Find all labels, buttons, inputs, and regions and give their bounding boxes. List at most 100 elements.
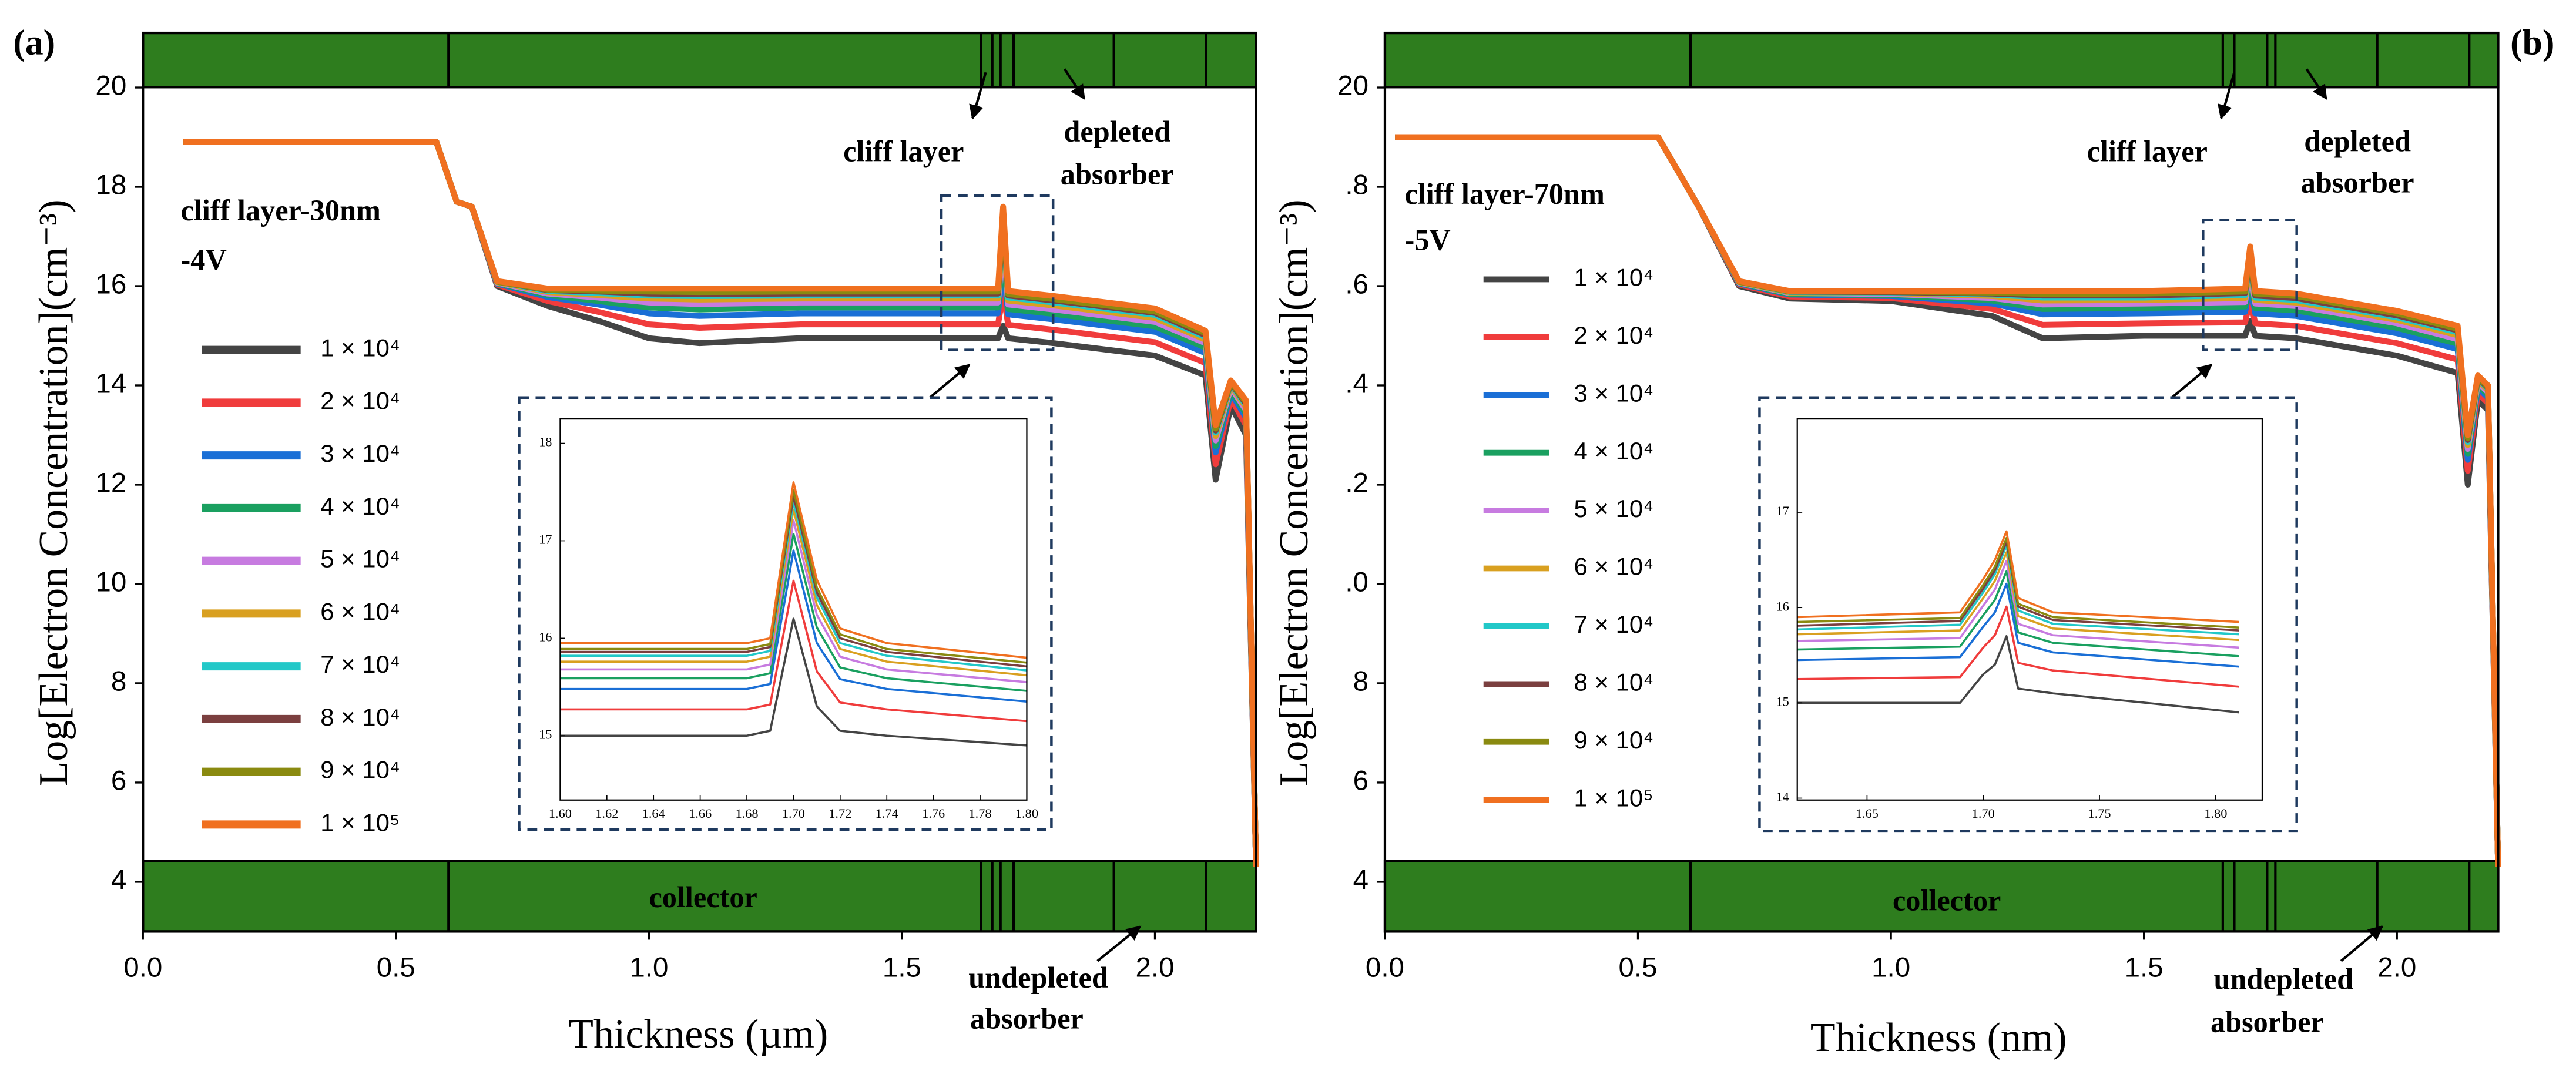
x-tick-label: 1.80 <box>1015 806 1038 821</box>
y-tick-label: 6 <box>111 766 126 797</box>
x-tick-label: 1.68 <box>735 806 758 821</box>
annotation: cliff layer <box>2087 135 2208 168</box>
y-tick-label: 17 <box>1776 503 1789 518</box>
plot-frame <box>1796 418 2263 801</box>
y-tick-label: 10 <box>95 567 126 598</box>
legend-label: 6 × 10⁴ <box>1574 553 1653 580</box>
annotation: absorber <box>2301 166 2414 199</box>
y-tick-label: .6 <box>1345 269 1368 300</box>
legend-label: 5 × 10⁴ <box>320 545 400 573</box>
x-tick-label: 1.75 <box>2088 806 2111 821</box>
y-tick-label: 12 <box>95 468 126 499</box>
annotation: absorber <box>2211 1005 2324 1038</box>
x-tick-label: 1.60 <box>549 806 572 821</box>
annotation: cliff layer-70nm <box>1405 177 1605 210</box>
plot-area <box>1797 419 2262 800</box>
arrow <box>969 72 987 120</box>
legend-label: 4 × 10⁴ <box>320 492 400 520</box>
series-line <box>1797 536 2239 629</box>
y-tick-label: 17 <box>539 532 552 547</box>
layer-band-bottom <box>1383 860 2500 933</box>
x-axis-label: Thickness (nm) <box>1810 1015 2067 1060</box>
y-tick-label: 16 <box>539 629 552 644</box>
plot-frame <box>142 31 1257 933</box>
plot-frame <box>1383 31 2500 933</box>
series-line <box>1797 559 2239 649</box>
layer-band-bottom <box>142 860 1257 933</box>
arrow <box>2218 72 2236 120</box>
y-tick-label: 16 <box>1776 599 1789 613</box>
series-line <box>560 519 1027 683</box>
x-tick-label: 1.70 <box>1972 806 1995 821</box>
y-tick-label: .2 <box>1345 468 1368 499</box>
annotation: undepleted <box>2214 963 2354 996</box>
layer-band-top <box>142 31 1257 89</box>
series-line <box>560 501 1027 672</box>
zoom-box <box>940 194 1055 351</box>
x-tick-label: 1.5 <box>883 952 921 983</box>
series-line <box>560 549 1027 703</box>
y-tick-label: 8 <box>1353 666 1368 697</box>
arrow <box>929 364 971 399</box>
series-line <box>560 579 1027 723</box>
legend-label: 1 × 10⁴ <box>320 334 400 362</box>
layer-band-top <box>1383 31 2500 89</box>
annotation: depleted <box>1064 115 1170 148</box>
legend-label: 3 × 10⁴ <box>320 439 400 467</box>
y-tick-label: 8 <box>111 666 126 697</box>
y-tick-label: .4 <box>1345 368 1368 400</box>
series-line <box>1797 540 2239 632</box>
main-plot: 1 × 10⁴ 2 × 10⁴ 3 × 10⁴ 4 × 10⁴ 5 × 10⁴ 6 × 1… <box>1272 23 2555 1060</box>
annotation: -5V <box>1405 223 1451 256</box>
annotation: undepleted <box>968 961 1108 994</box>
legend-label: 7 × 10⁴ <box>1574 610 1653 638</box>
y-tick-label: 14 <box>95 368 126 400</box>
annotation: cliff layer <box>843 135 964 168</box>
x-axis-label: Thickness (µm) <box>568 1012 828 1057</box>
series-line <box>560 495 1027 668</box>
zoom-box <box>2202 219 2298 351</box>
legend-label: 9 × 10⁴ <box>1574 726 1653 754</box>
y-tick-label: .0 <box>1345 567 1368 598</box>
zoom-box <box>1758 396 2298 833</box>
x-tick-label: 0.5 <box>377 952 415 983</box>
inset-plot: 1.65 1.70 1.75 1.80 14 15 16 17 <box>1776 418 2263 821</box>
x-tick-label: 1.65 <box>1856 806 1879 821</box>
x-tick-label: 1.78 <box>968 806 991 821</box>
series-line <box>1395 134 2501 867</box>
annotation: absorber <box>1061 158 1174 191</box>
y-axis-label: Log[Electron Concentration](cm⁻³) <box>31 200 76 787</box>
annotation: -4V <box>181 243 227 276</box>
y-tick-label: 20 <box>95 70 126 102</box>
annotation: collector <box>649 881 757 914</box>
y-tick-label: 14 <box>1776 790 1789 804</box>
annotation: absorber <box>970 1002 1084 1035</box>
annotation: collector <box>1893 884 2001 916</box>
x-tick-label: 1.74 <box>876 806 898 821</box>
legend-label: 8 × 10⁴ <box>1574 668 1653 696</box>
arrow <box>1096 925 1142 962</box>
x-tick-label: 1.76 <box>922 806 945 821</box>
panel-label: (b) <box>2510 23 2554 63</box>
x-tick-label: 1.80 <box>2204 806 2227 821</box>
legend-label: 2 × 10⁴ <box>320 387 400 415</box>
x-tick-label: 1.5 <box>2125 952 2164 983</box>
arrow <box>1064 68 1086 100</box>
series-line <box>183 139 1259 867</box>
x-tick-label: 1.66 <box>689 806 712 821</box>
legend-label: 1 × 10⁵ <box>1574 784 1653 811</box>
series-line <box>560 489 1027 664</box>
series-line <box>1797 544 2239 636</box>
inset-plot: 1.60 1.62 1.64 1.66 1.68 1.70 1.72 1.74 1.76 1.78… <box>539 418 1038 821</box>
series-line <box>560 617 1027 747</box>
legend-label: 4 × 10⁴ <box>1574 437 1653 465</box>
main-plot: 1 × 10⁴ 2 × 10⁴ 3 × 10⁴ 4 × 10⁴ 5 × 10⁴ 6 × 1… <box>13 23 1259 1057</box>
x-tick-label: 2.0 <box>2377 952 2416 983</box>
legend-label: 1 × 10⁵ <box>320 808 400 836</box>
y-tick-label: 18 <box>95 170 126 201</box>
legend-label: 9 × 10⁴ <box>320 756 400 784</box>
y-tick-label: 18 <box>539 435 552 449</box>
arrow <box>2171 364 2213 399</box>
